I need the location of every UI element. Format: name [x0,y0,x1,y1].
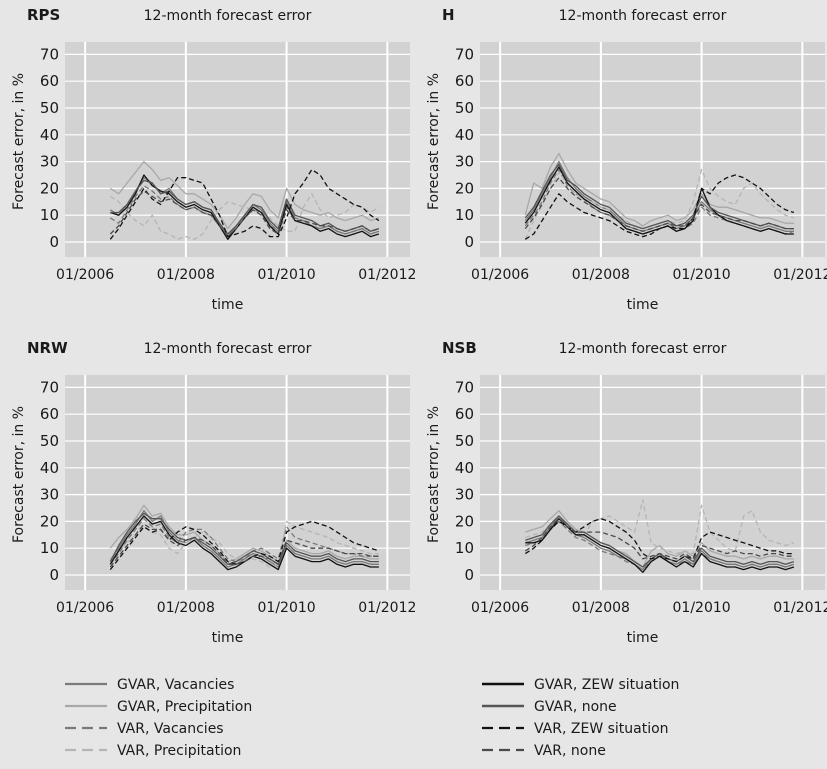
series-line-gvar-precipitation [525,510,794,568]
y-tick-label: 30 [455,486,474,504]
chart-panel-rps: 0 10 20 30 40 50 60 70 01/2006 01/2008 01/2010 01/2… [11,6,416,313]
y-tick-label: 0 [49,566,59,584]
x-axis-label: time [212,630,244,646]
series-line-var-zew-situation [524,518,794,563]
y-tick-label: 70 [40,45,59,63]
x-tick-label: 01/2006 [56,267,114,283]
y-tick-label: 10 [455,206,474,224]
y-axis-label: Forecast error, in % [426,73,442,210]
plot-area [480,42,825,257]
y-axis-label: Forecast error, in % [11,73,27,210]
series-line-gvar-vacancies [109,510,379,568]
series-line-var-precipitation [109,193,380,240]
x-tick-label: 01/2010 [673,267,731,283]
y-tick-label: 50 [455,99,474,117]
y-tick-label: 20 [455,512,474,530]
legend-label: VAR, Precipitation [117,743,241,759]
chart-title: 12-month forecast error [559,8,727,24]
x-tick-label: 01/2008 [572,600,630,616]
y-tick-label: 20 [455,179,474,197]
x-tick-label: 01/2006 [471,600,529,616]
y-tick-label: 30 [455,153,474,171]
chart-title: 12-month forecast error [144,341,312,357]
legend-label: GVAR, Vacancies [117,677,234,693]
x-axis-label: time [212,297,244,313]
y-tick-label: 20 [40,512,59,530]
y-tick-label: 50 [40,99,59,117]
x-tick-label: 01/2010 [673,600,731,616]
x-tick-label: 01/2010 [258,600,316,616]
panel-label: NRW [27,339,68,357]
x-tick-label: 01/2012 [358,600,416,616]
plot-area [65,42,410,257]
panel-label: RPS [27,6,60,24]
y-tick-label: 10 [455,539,474,557]
chart-panel-h: 0 10 20 30 40 50 60 70 01/2006 01/2008 01/2010 01/2… [426,6,827,313]
x-tick-label: 01/2008 [157,267,215,283]
y-tick-label: 70 [455,45,474,63]
y-tick-label: 40 [40,126,59,144]
legend-label: VAR, ZEW situation [534,721,669,737]
x-tick-label: 01/2012 [773,267,827,283]
series-line-var-none [109,190,380,238]
x-tick-label: 01/2006 [471,267,529,283]
legend: GVAR, Vacancies GVAR, Precipitation VAR, V… [65,677,679,759]
x-tick-label: 01/2012 [773,600,827,616]
y-tick-label: 60 [40,405,59,423]
x-tick-label: 01/2008 [572,267,630,283]
legend-label: GVAR, none [534,699,617,715]
series-line-var-zew-situation [109,168,380,240]
series-line-gvar-precipitation [109,504,379,563]
y-tick-label: 60 [455,72,474,90]
y-tick-label: 0 [49,233,59,251]
x-axis-label: time [627,630,659,646]
y-tick-label: 30 [40,153,59,171]
series-line-gvar-none [524,163,794,230]
y-tick-label: 0 [464,566,474,584]
panel-label: NSB [442,339,477,357]
series-line-var-zew-situation [524,174,795,240]
x-tick-label: 01/2012 [358,267,416,283]
y-tick-label: 60 [455,405,474,423]
x-tick-label: 01/2010 [258,267,316,283]
y-tick-label: 40 [455,126,474,144]
x-axis-label: time [627,297,659,313]
y-tick-label: 50 [455,432,474,450]
series-line-var-zew-situation [109,520,380,571]
x-tick-label: 01/2008 [157,600,215,616]
series-line-gvar-none [109,512,379,565]
x-tick-label: 01/2006 [56,600,114,616]
chart-title: 12-month forecast error [559,341,727,357]
series-line-var-none [524,518,794,560]
y-tick-label: 20 [40,179,59,197]
y-tick-label: 40 [455,459,474,477]
y-tick-label: 60 [40,72,59,90]
legend-label: VAR, Vacancies [117,721,224,737]
y-axis-label: Forecast error, in % [426,406,442,543]
y-tick-label: 10 [40,539,59,557]
y-tick-label: 50 [40,432,59,450]
chart-title: 12-month forecast error [144,8,312,24]
y-tick-label: 30 [40,486,59,504]
y-tick-label: 70 [40,378,59,396]
series-line-gvar-precipitation [524,152,794,227]
y-tick-label: 0 [464,233,474,251]
legend-label: GVAR, Precipitation [117,699,252,715]
chart-panel-nrw: 0 10 20 30 40 50 60 70 01/2006 01/2008 01/2010 01/2… [11,339,416,646]
legend-label: VAR, none [534,743,606,759]
series-line-var-none [109,523,379,568]
legend-label: GVAR, ZEW situation [534,677,679,693]
y-tick-label: 10 [40,206,59,224]
y-axis-label: Forecast error, in % [11,406,27,543]
y-tick-label: 40 [40,459,59,477]
panel-label: H [442,6,455,24]
series-line-gvar-none [110,179,380,235]
series-line-var-none [524,177,794,232]
y-tick-label: 70 [455,378,474,396]
chart-panel-nsb: 0 10 20 30 40 50 60 70 01/2006 01/2008 01/2010 01/2… [426,339,827,646]
